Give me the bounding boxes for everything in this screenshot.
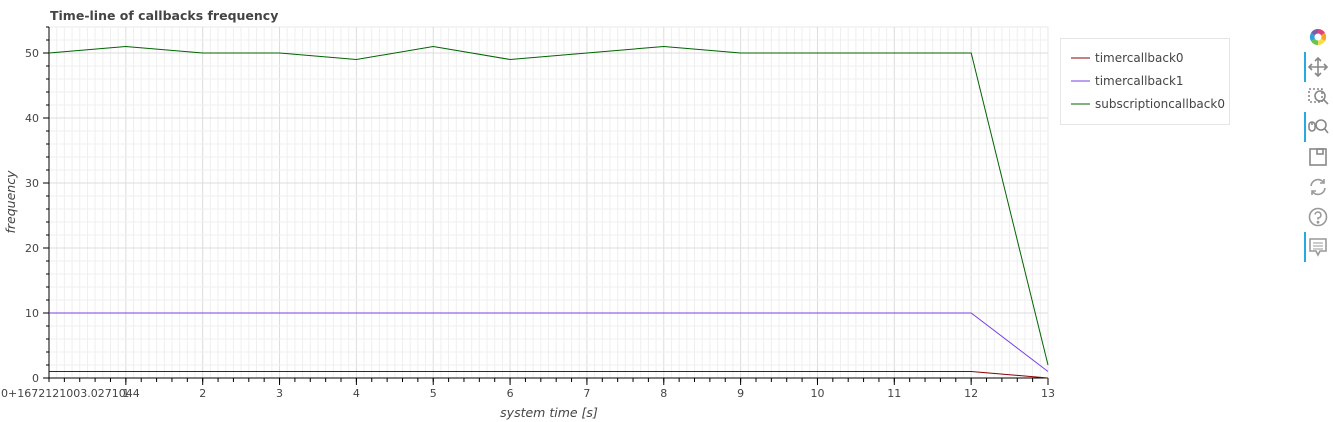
series-line-subscriptioncallback0 bbox=[48, 45, 1049, 366]
series-line-timercallback0 bbox=[49, 371, 1049, 379]
wheel-zoom-icon[interactable] bbox=[1304, 112, 1332, 142]
chart-title: Time-line of callbacks frequency bbox=[50, 8, 278, 23]
y-tick-label: 0 bbox=[32, 372, 39, 385]
y-tick-label: 20 bbox=[25, 242, 39, 255]
y-tick-label: 50 bbox=[25, 47, 39, 60]
x-tick-label: 7 bbox=[583, 387, 590, 400]
legend-label: timercallback0 bbox=[1095, 51, 1184, 65]
save-icon[interactable] bbox=[1304, 144, 1332, 170]
y-tick-label: 10 bbox=[25, 307, 39, 320]
bokeh-logo-icon[interactable] bbox=[1304, 24, 1332, 50]
x-tick-label: 9 bbox=[737, 387, 744, 400]
hover-icon[interactable] bbox=[1304, 232, 1332, 262]
x-tick-label: 11 bbox=[887, 387, 901, 400]
x-tick-label: 8 bbox=[660, 387, 667, 400]
x-tick-label: 5 bbox=[430, 387, 437, 400]
grid bbox=[48, 26, 1049, 379]
y-axis-label: frequency bbox=[3, 170, 18, 234]
x-tick-label: 1 bbox=[122, 387, 129, 400]
x-tick-label: 10 bbox=[810, 387, 824, 400]
series-line-timercallback1 bbox=[49, 312, 1049, 372]
legend: timercallback0 timercallback1 subscription… bbox=[1060, 38, 1230, 125]
x-tick-label: 13 bbox=[1041, 387, 1055, 400]
toolbar bbox=[1300, 22, 1333, 272]
series-lines bbox=[48, 45, 1049, 379]
x-axis-label: system time [s] bbox=[500, 405, 598, 420]
x-tick-label: 3 bbox=[276, 387, 283, 400]
box-zoom-icon[interactable] bbox=[1304, 84, 1332, 110]
legend-label: subscriptioncallback0 bbox=[1095, 97, 1225, 111]
y-tick-label: 30 bbox=[25, 177, 39, 190]
x-offset-label: 0+1672121003.0271044 bbox=[1, 387, 140, 400]
reset-icon[interactable] bbox=[1304, 174, 1332, 200]
help-icon[interactable] bbox=[1304, 204, 1332, 230]
x-tick-label: 2 bbox=[199, 387, 206, 400]
y-tick-label: 40 bbox=[25, 112, 39, 125]
x-tick-label: 12 bbox=[964, 387, 978, 400]
legend-label: timercallback1 bbox=[1095, 74, 1184, 88]
x-tick-label: 6 bbox=[507, 387, 514, 400]
pan-icon[interactable] bbox=[1304, 52, 1332, 82]
x-tick-label: 4 bbox=[353, 387, 360, 400]
